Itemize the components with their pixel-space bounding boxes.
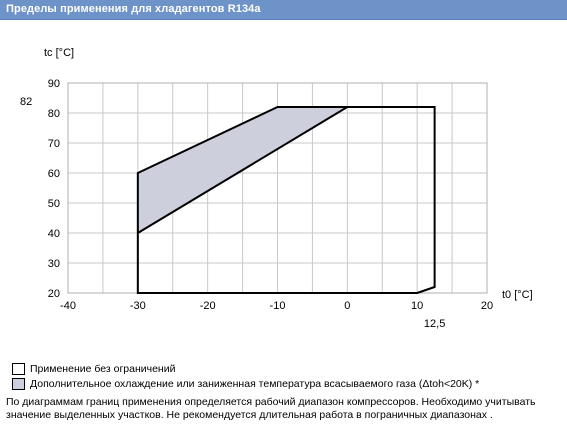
x-tick-label: -30 (130, 300, 146, 312)
footnote-text: По диаграммам границ применения определя… (6, 396, 536, 421)
chart-legend: Применение без ограничений Дополнительно… (12, 361, 562, 391)
legend-label-unrestricted: Применение без ограничений (30, 362, 176, 375)
y-tick-label: 60 (48, 168, 60, 180)
legend-label-extra-cooling: Дополнительное охлаждение или заниженная… (30, 377, 480, 390)
legend-swatch-extra-cooling (12, 377, 25, 390)
application-envelope (136, 106, 436, 294)
application-limits-chart: -40 -30 -20 -10 0 10 20 20 30 40 50 60 70 80 90 82 12,5 … (0, 20, 567, 350)
chart-ticks: -40 -30 -20 -10 0 10 20 20 30 40 50 60 70 80 90 82 12,5 (20, 78, 493, 330)
x-tick-label: -10 (270, 300, 286, 312)
x-tick-label: 0 (344, 300, 350, 312)
y-tick-label: 20 (48, 288, 60, 300)
window-title-bar: Пределы применения для хладагентов R134a (0, 0, 567, 20)
x-axis-label: t0 [°C] (502, 289, 533, 301)
x-tick-label: -40 (60, 300, 76, 312)
y-tick-label: 80 (48, 108, 60, 120)
legend-swatch-unrestricted (12, 362, 25, 375)
y-tick-label: 40 (48, 228, 60, 240)
y-tick-label: 90 (48, 78, 60, 90)
x-tick-label: -20 (200, 300, 216, 312)
x-tick-label: 20 (481, 300, 493, 312)
y-tick-label: 30 (48, 258, 60, 270)
legend-item-unrestricted: Применение без ограничений (12, 361, 562, 376)
chart-areas (136, 106, 436, 294)
window-title: Пределы применения для хладагентов R134a (6, 3, 261, 15)
y-tick-label: 70 (48, 138, 60, 150)
extra-cooling-boundary-line (137, 106, 348, 234)
x-tick-label: 10 (411, 300, 423, 312)
y-axis-label: tc [°C] (44, 47, 74, 59)
legend-item-extra-cooling: Дополнительное охлаждение или заниженная… (12, 376, 562, 391)
y-annotation-label: 82 (20, 96, 32, 108)
x-annotation-label: 12,5 (424, 318, 445, 330)
y-tick-label: 50 (48, 198, 60, 210)
chart-svg: -40 -30 -20 -10 0 10 2020304050607080908212,5 … (20, 47, 533, 330)
